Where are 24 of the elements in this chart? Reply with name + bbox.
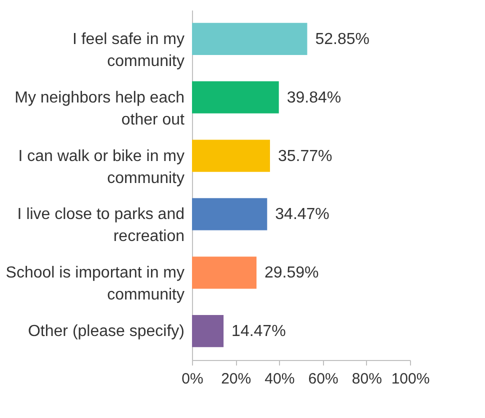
bar	[192, 81, 279, 114]
data-label: 14.47%	[232, 323, 286, 340]
data-label: 29.59%	[264, 264, 319, 282]
y-tick-label: School is important in my community	[6, 264, 184, 304]
y-tick-label: I live close to parks and recreation	[17, 206, 184, 246]
bar	[192, 256, 257, 289]
y-tick-label: I can walk or bike in my community	[18, 148, 184, 187]
data-label: 35.77%	[278, 148, 332, 165]
bar	[192, 315, 224, 348]
x-tick-label: 0%	[182, 370, 204, 388]
x-tick-label: 20%	[221, 370, 252, 388]
data-label: 39.84%	[286, 89, 342, 106]
data-label: 34.47%	[275, 206, 330, 224]
x-tick-label: 100%	[391, 370, 430, 388]
x-tick-label: 80%	[352, 370, 382, 388]
data-label: 52.85%	[315, 30, 370, 48]
bar	[192, 198, 268, 230]
y-tick-label: My neighbors help each other out	[14, 89, 186, 128]
y-tick-label: I feel safe in my community	[72, 30, 184, 70]
y-tick-label: Other (please specify)	[28, 323, 184, 340]
x-tick-label: 60%	[308, 370, 338, 388]
bar	[192, 22, 308, 55]
x-tick-label: 40%	[264, 370, 295, 388]
bar	[192, 140, 270, 172]
